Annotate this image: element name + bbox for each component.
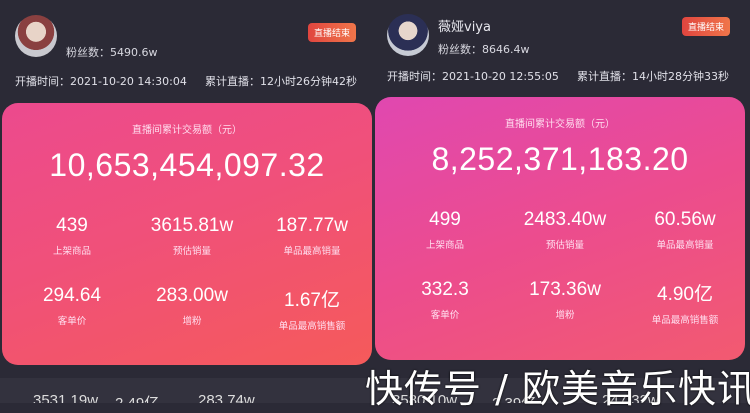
stat-value: 3615.81w (150, 215, 234, 236)
next-card-partial: 3531.19w 2.49亿 283.74w (0, 378, 372, 403)
streamer-name: 薇娅viya (438, 20, 491, 35)
stat-item: 3615.81w 预估销量 (132, 215, 252, 257)
sales-card: 直播间累计交易额（元） 8,252,371,183.20 499 上架商品 24… (375, 97, 745, 360)
sales-card: 直播间累计交易额（元） 10,653,454,097.32 439 上架商品 3… (2, 103, 372, 365)
avatar[interactable] (387, 14, 429, 56)
stat-value: 60.56w (654, 209, 716, 230)
stat-value: 2483.40w (523, 209, 607, 230)
live-ended-button[interactable]: 直播结束 (682, 17, 731, 36)
live-duration: 累计直播：12小时26分钟42秒 (205, 75, 357, 88)
streamer-panel-right: 薇娅viya 粉丝数：8646.4w 直播结束 开播时间：2021-10-20 … (372, 0, 750, 403)
stat-item: 2483.40w 预估销量 (505, 209, 625, 251)
stat-value: 294.64 (42, 285, 102, 306)
avatar[interactable] (15, 15, 57, 57)
stat-label: 客单价 (430, 310, 460, 321)
stat-value: 283.00w (156, 285, 228, 306)
live-duration: 累计直播：14小时28分钟33秒 (577, 70, 729, 83)
stat-label: 预估销量 (172, 246, 211, 257)
stat-item: 4.90亿 单品最高销售额 (625, 279, 745, 326)
stat-value: 332.3 (421, 279, 469, 300)
stat-item: 294.64 客单价 (12, 285, 132, 327)
total-sales-value: 8,252,371,183.20 (431, 141, 689, 177)
stat-label: 单品最高销量 (656, 240, 714, 251)
stat-item: 187.77w 单品最高销量 (252, 215, 372, 257)
start-time: 开播时间：2021-10-20 12:55:05 (387, 70, 559, 83)
live-ended-button[interactable]: 直播结束 (308, 23, 357, 42)
stat-item: 1.67亿 单品最高销售额 (252, 285, 372, 332)
stat-label: 上架商品 (52, 246, 91, 257)
streamer-panel-left: 粉丝数：5490.6w 直播结束 开播时间：2021-10-20 14:30:0… (0, 0, 372, 403)
start-time: 开播时间：2021-10-20 14:30:04 (15, 75, 187, 88)
stat-item: 439 上架商品 (12, 215, 132, 257)
stat-label: 单品最高销售额 (651, 315, 719, 326)
bottom-stat-value: 2.49亿 (115, 392, 159, 403)
stat-label: 增粉 (555, 310, 575, 321)
stat-label: 单品最高销量 (283, 246, 341, 257)
bottom-stat-value: 2.39亿 (492, 392, 536, 403)
total-sales-value: 10,653,454,097.32 (49, 147, 325, 183)
stat-item: 499 上架商品 (385, 209, 505, 251)
stat-value: 499 (429, 209, 461, 230)
stat-label: 客单价 (57, 316, 87, 327)
stat-label: 上架商品 (425, 240, 464, 251)
stat-label: 增粉 (182, 316, 202, 327)
stat-label: 预估销量 (545, 240, 584, 251)
fan-count: 粉丝数：5490.6w (66, 46, 158, 59)
stat-item: 173.36w 增粉 (505, 279, 625, 321)
next-card-partial: 3580.10w 2.39亿 247.32w (372, 378, 750, 403)
stat-item: 60.56w 单品最高销量 (625, 209, 745, 251)
bottom-stat-value: 3580.10w (392, 392, 458, 403)
bottom-stat-value: 3531.19w (33, 392, 99, 403)
stat-value: 187.77w (276, 215, 348, 236)
stat-item: 332.3 客单价 (385, 279, 505, 321)
stat-value: 439 (56, 215, 88, 236)
bottom-stat-value: 283.74w (198, 392, 255, 403)
stat-item: 283.00w 增粉 (132, 285, 252, 327)
fan-count: 粉丝数：8646.4w (438, 43, 530, 56)
stat-value: 1.67亿 (284, 290, 340, 311)
watermark: 快传号 / 欧美音乐快讯 (365, 367, 750, 411)
bottom-stat-value: 247.32w (602, 392, 659, 403)
stat-label: 单品最高销售额 (278, 321, 346, 332)
card-title: 直播间累计交易额（元） (132, 125, 242, 136)
stat-value: 4.90亿 (657, 284, 713, 305)
stat-value: 173.36w (529, 279, 601, 300)
card-title: 直播间累计交易额（元） (505, 119, 615, 130)
